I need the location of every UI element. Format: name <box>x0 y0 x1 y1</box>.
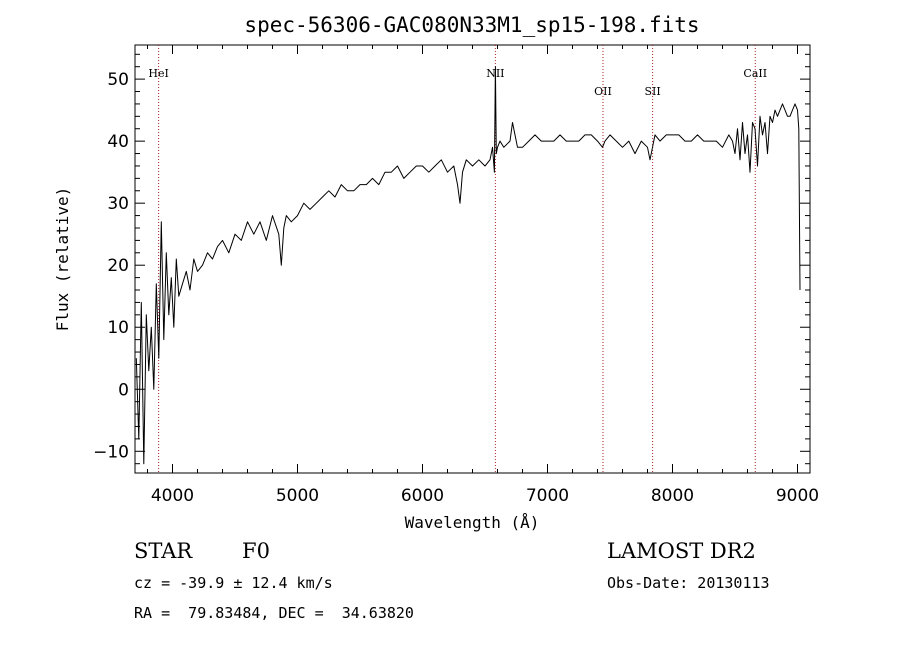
y-tick-label: 50 <box>107 70 129 90</box>
line-label-sii: SII <box>645 85 661 98</box>
y-tick-label: 10 <box>107 318 129 338</box>
y-tick-label: 0 <box>118 380 129 400</box>
y-tick-label: 40 <box>107 132 129 152</box>
plot-frame <box>134 44 811 474</box>
axis-ticks: 4000 5000 6000 7000 8000 9000 −10 0 10 20 30 40 50 <box>93 45 819 506</box>
line-label-oii: OII <box>594 85 612 98</box>
y-axis-label: Flux (relative) <box>53 187 72 332</box>
x-tick-label: 7000 <box>526 486 569 506</box>
redshift-text: cz = -39.9 ± 12.4 km/s <box>134 574 333 592</box>
spectrum-line-0 <box>135 66 801 465</box>
object-class: STAR <box>134 539 193 563</box>
x-tick-label: 9000 <box>776 486 819 506</box>
survey-name: LAMOST DR2 <box>607 539 756 563</box>
x-axis-label: Wavelength (Å) <box>405 513 540 532</box>
object-subclass: F0 <box>242 539 270 563</box>
x-tick-label: 4000 <box>151 486 194 506</box>
obs-date-text: Obs-Date: 20130113 <box>607 574 770 592</box>
y-tick-label: 30 <box>107 194 129 214</box>
x-tick-label: 6000 <box>401 486 444 506</box>
coordinates-text: RA = 79.83484, DEC = 34.63820 <box>134 604 414 622</box>
line-label-caii: CaII <box>743 67 767 80</box>
x-tick-label: 5000 <box>276 486 319 506</box>
y-tick-label: 20 <box>107 256 129 276</box>
line-label-hei: HeI <box>148 67 168 80</box>
x-tick-label: 8000 <box>651 486 694 506</box>
chart-title: spec-56306-GAC080N33M1_sp15-198.fits <box>244 13 699 37</box>
y-tick-label: −10 <box>93 442 129 462</box>
spectrum-series <box>135 66 801 465</box>
